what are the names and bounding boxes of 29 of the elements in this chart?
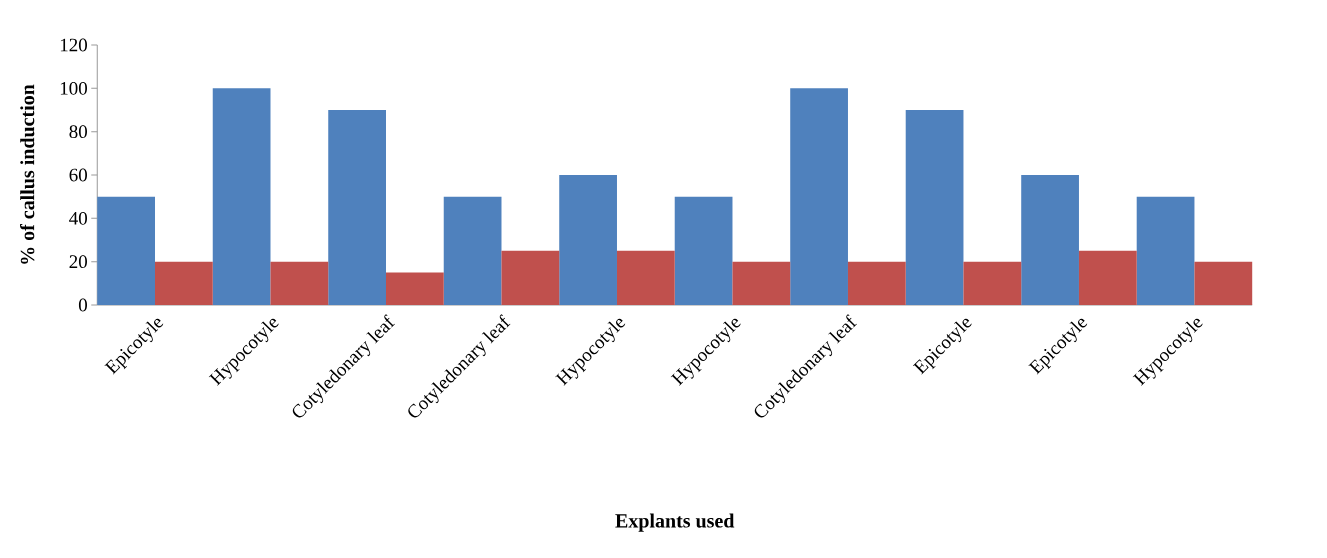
bar bbox=[963, 261, 1022, 305]
x-axis-title: Explants used bbox=[615, 513, 735, 532]
bar bbox=[1194, 261, 1253, 305]
bar bbox=[443, 196, 502, 305]
y-tick-label: 20 bbox=[69, 255, 87, 269]
bar bbox=[674, 196, 733, 305]
y-tick-label: 40 bbox=[69, 211, 87, 225]
bar bbox=[905, 110, 964, 305]
bar bbox=[1136, 196, 1195, 305]
bar bbox=[386, 272, 444, 305]
bar bbox=[1021, 175, 1079, 305]
bar bbox=[847, 261, 906, 305]
y-tick-label: 80 bbox=[69, 125, 87, 139]
y-axis-title: % of callus induction bbox=[20, 84, 35, 264]
bar bbox=[270, 261, 329, 305]
bar bbox=[790, 88, 848, 305]
y-tick-label: 120 bbox=[60, 38, 87, 52]
bar bbox=[328, 110, 386, 305]
y-tick-label: 100 bbox=[60, 81, 87, 95]
bar bbox=[155, 261, 213, 305]
bar bbox=[732, 261, 791, 305]
bar bbox=[212, 88, 271, 305]
bar bbox=[1078, 250, 1137, 305]
bar bbox=[501, 250, 560, 305]
bar bbox=[616, 250, 675, 305]
y-tick-label: 0 bbox=[78, 298, 87, 312]
bar bbox=[559, 175, 617, 305]
y-tick-label: 60 bbox=[69, 168, 87, 182]
bar bbox=[97, 196, 156, 305]
